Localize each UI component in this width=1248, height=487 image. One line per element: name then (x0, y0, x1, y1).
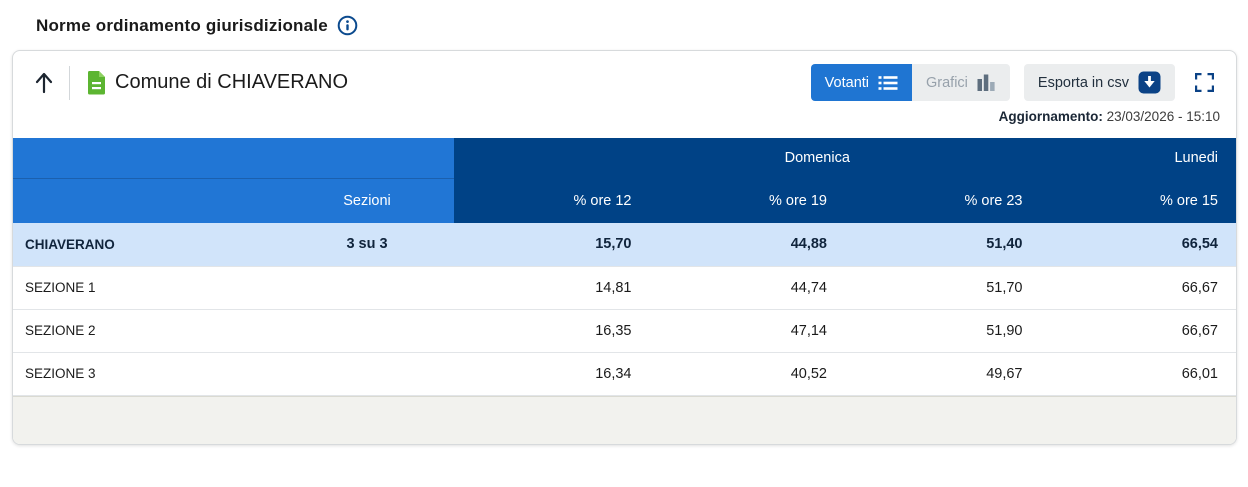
row-sezioni (280, 352, 454, 395)
last-update: Aggiornamento: 23/03/2026 - 15:10 (13, 107, 1236, 130)
row-value: 16,34 (595, 365, 632, 382)
row-value: 66,67 (1181, 279, 1218, 296)
row-sezioni (280, 266, 454, 309)
column-header-ore19: % ore 19 (649, 178, 845, 223)
page-title: Norme ordinamento giurisdizionale (36, 15, 328, 35)
votanti-label: Votanti (824, 74, 870, 91)
row-sezioni (280, 309, 454, 352)
table-row: SEZIONE 2 16,35 47,14 51,90 66,67 (13, 309, 1236, 352)
page-title-row: Norme ordinamento giurisdizionale (36, 15, 1248, 36)
row-value: 15,70 (595, 236, 632, 253)
column-header-ore15: % ore 15 (1040, 178, 1236, 223)
column-header-ore23: % ore 23 (845, 178, 1041, 223)
export-csv-button[interactable]: Esporta in csv (1023, 64, 1175, 101)
table-group-header-row: Domenica Lunedi (13, 138, 1236, 179)
row-value: 66,67 (1181, 322, 1218, 339)
row-name: SEZIONE 1 (25, 280, 96, 295)
row-value: 66,54 (1181, 236, 1218, 253)
row-value: 40,52 (790, 365, 827, 382)
grafici-label: Grafici (926, 74, 968, 91)
fullscreen-icon[interactable] (1195, 73, 1214, 92)
card-title: Comune di CHIAVERANO (115, 71, 349, 93)
grafici-button[interactable]: Grafici (912, 64, 1010, 101)
row-value: 49,67 (986, 365, 1023, 382)
last-update-label: Aggiornamento: (998, 109, 1103, 124)
row-name: SEZIONE 2 (25, 323, 96, 338)
bar-chart-icon (977, 74, 996, 91)
row-value: 16,35 (595, 322, 632, 339)
row-value: 51,40 (986, 236, 1023, 253)
results-card: Comune di CHIAVERANO Votanti Grafici (12, 50, 1237, 445)
row-name: CHIAVERANO (25, 236, 115, 252)
column-header-sezioni: Sezioni (280, 178, 454, 223)
row-value: 51,90 (986, 322, 1023, 339)
row-value: 44,88 (790, 236, 827, 253)
table-row-comune: CHIAVERANO 3 su 3 15,70 44,88 51,40 66,5… (13, 223, 1236, 266)
card-footer (13, 395, 1236, 444)
view-toggle: Votanti Grafici (810, 64, 1010, 101)
votanti-button[interactable]: Votanti (810, 64, 913, 101)
download-icon (1138, 71, 1161, 94)
header-divider (69, 65, 70, 100)
table-row: SEZIONE 1 14,81 44,74 51,70 66,67 (13, 266, 1236, 309)
card-header: Comune di CHIAVERANO Votanti Grafici (13, 51, 1236, 107)
row-name: SEZIONE 3 (25, 366, 96, 381)
last-update-value: 23/03/2026 - 15:10 (1106, 109, 1220, 124)
info-icon[interactable] (337, 15, 358, 36)
list-icon (878, 75, 898, 91)
document-icon (86, 70, 107, 95)
row-value: 14,81 (595, 279, 632, 296)
row-value: 47,14 (790, 322, 827, 339)
group-header-blank (13, 138, 454, 179)
table-column-header-row: Sezioni % ore 12 % ore 19 % ore 23 % ore… (13, 178, 1236, 223)
column-header-ore12: % ore 12 (454, 178, 650, 223)
export-csv-label: Esporta in csv (1037, 74, 1129, 91)
group-header-lunedi: Lunedi (1040, 138, 1236, 178)
group-header-domenica: Domenica (454, 138, 1041, 178)
row-value: 44,74 (790, 279, 827, 296)
row-value: 66,01 (1181, 365, 1218, 382)
back-up-arrow-button[interactable] (33, 71, 55, 95)
table-row: SEZIONE 3 16,34 40,52 49,67 66,01 (13, 352, 1236, 395)
row-value: 51,70 (986, 279, 1023, 296)
row-sezioni: 3 su 3 (346, 236, 388, 253)
column-header-blank (13, 178, 280, 223)
turnout-table: Domenica Lunedi Sezioni % ore 12 % ore 1… (13, 138, 1236, 396)
